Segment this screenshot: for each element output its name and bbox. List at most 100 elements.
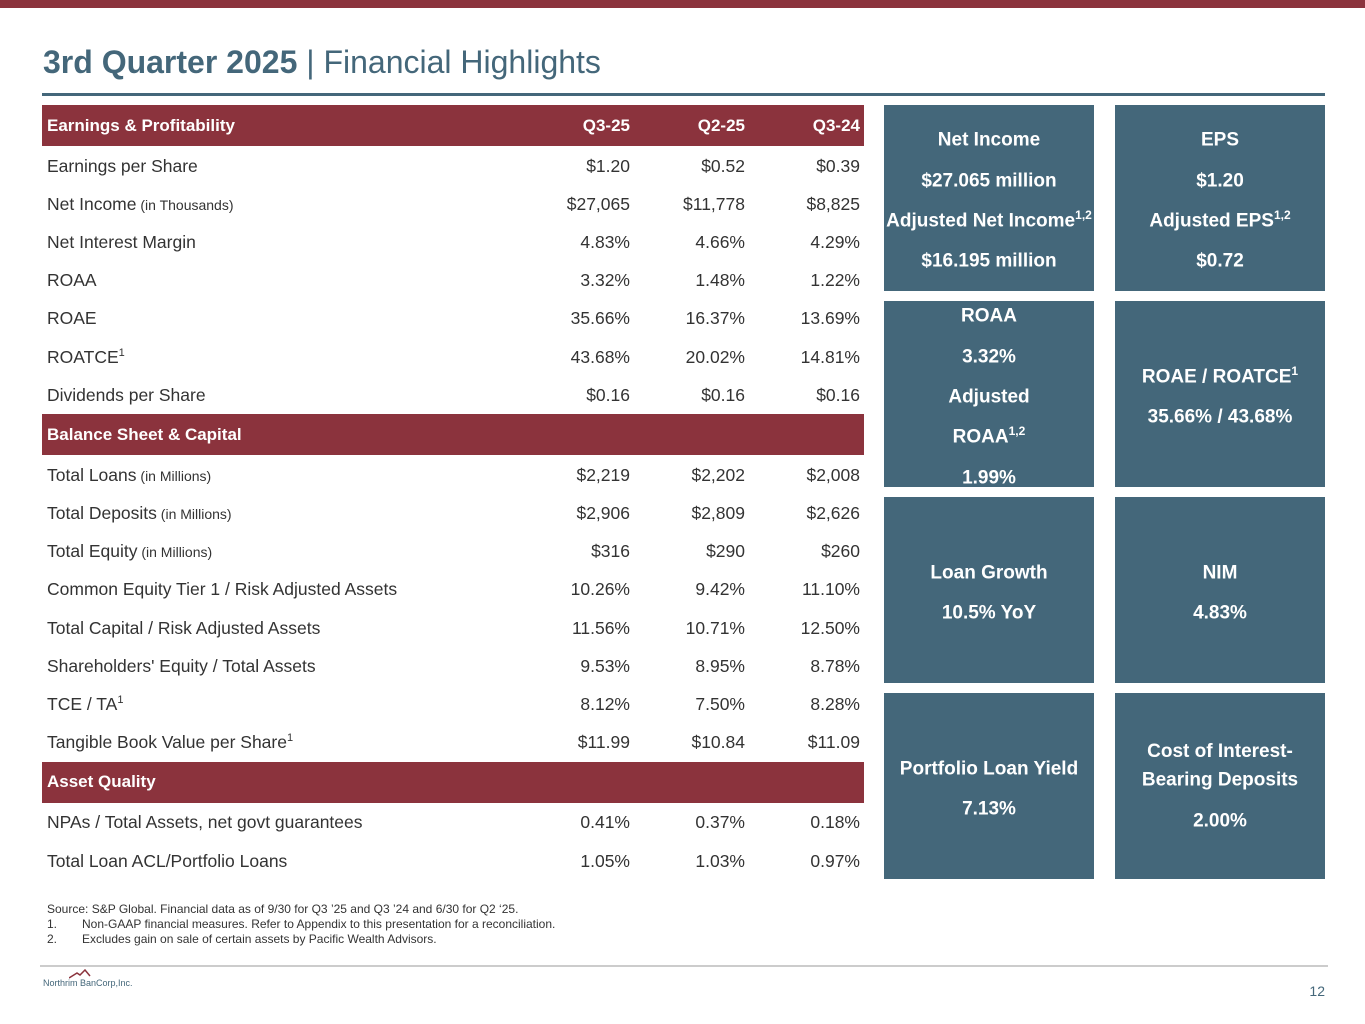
cell-value: $0.52: [701, 155, 745, 176]
row-label: Common Equity Tier 1 / Risk Adjusted Ass…: [47, 579, 398, 600]
footnotes: Source: S&P Global. Financial data as of…: [47, 902, 555, 947]
section-header: Balance Sheet & Capital: [42, 414, 864, 456]
kpi-text: ROAE / ROATCE1: [1141, 363, 1299, 387]
row-label: Total Equity (in Millions): [47, 541, 213, 562]
cell-value: 1.03%: [695, 850, 745, 871]
table-row: NPAs / Total Assets, net govt guarantees…: [42, 804, 864, 842]
row-label: ROAE: [47, 308, 97, 329]
kpi-tile: Cost of Interest-Bearing Deposits 2.00%: [1115, 693, 1325, 879]
column-header: Q3-24: [812, 115, 860, 135]
cell-value: 8.12%: [580, 694, 630, 715]
page-number: 12: [1309, 983, 1325, 999]
cell-value: $2,008: [806, 464, 860, 485]
table-row: Tangible Book Value per Share1 $11.99 $10.…: [42, 724, 864, 762]
cell-value: $2,906: [576, 503, 630, 524]
kpi-text: Cost of Interest-Bearing Deposits: [1141, 741, 1299, 791]
kpi-text: Loan Growth: [930, 562, 1048, 583]
kpi-tile: Loan Growth 10.5% YoY: [884, 497, 1094, 683]
kpi-text: 2.00%: [1193, 809, 1247, 831]
table-row: Total Loan ACL/Portfolio Loans 1.05% 1.03%…: [42, 842, 864, 880]
table-row: Total Equity (in Millions) $316 $290 $260: [42, 533, 864, 571]
table-row: Total Capital / Risk Adjusted Assets 11.5…: [42, 609, 864, 647]
row-label: NPAs / Total Assets, net govt guarantees: [47, 812, 363, 833]
table-row: Earnings per Share $1.20 $0.52 $0.39: [42, 147, 864, 185]
footnote-2: 2. Excludes gain on sale of certain asset…: [47, 932, 437, 946]
kpi-tile: NIM 4.83%: [1115, 497, 1325, 683]
cell-value: 4.29%: [810, 231, 860, 252]
cell-value: $260: [821, 541, 860, 562]
cell-value: 11.10%: [801, 579, 860, 600]
table-row: Shareholders' Equity / Total Assets 9.53%…: [42, 647, 864, 685]
cell-value: 14.81%: [800, 346, 860, 367]
cell-value: $10.84: [691, 732, 745, 753]
kpi-tile: ROAA 3.32% Adjusted ROAA1,2 1.99%: [884, 301, 1094, 488]
kpi-text: EPS: [1200, 129, 1240, 151]
table-row: Net Interest Margin 4.83% 4.66% 4.29%: [42, 223, 864, 261]
cell-value: 9.42%: [695, 579, 745, 600]
kpi-text: $0.72: [1196, 250, 1244, 272]
cell-value: $2,626: [806, 503, 860, 524]
cell-value: $11,778: [683, 193, 745, 214]
kpi-text: NIM: [1202, 562, 1238, 583]
kpi-tile: EPS $1.20 Adjusted EPS1,2 $0.72: [1115, 105, 1325, 291]
row-label: TCE / TA1: [47, 694, 124, 715]
row-label: ROATCE1: [47, 346, 125, 367]
cell-value: $2,202: [691, 464, 745, 485]
row-label: Total Loan ACL/Portfolio Loans: [47, 850, 288, 871]
cell-value: $0.16: [816, 384, 860, 405]
kpi-tile: Portfolio Loan Yield 7.13%: [884, 693, 1094, 879]
row-label: Total Loans (in Millions): [47, 464, 212, 485]
kpi-text: Portfolio Loan Yield: [899, 758, 1079, 779]
company-logo: Northrim BanCorp,Inc.: [43, 969, 133, 988]
cell-value: 35.66%: [570, 308, 630, 329]
table-row: Total Loans (in Millions) $2,219 $2,202 $2,…: [42, 456, 864, 494]
table-row: ROAE 35.66% 16.37% 13.69%: [42, 300, 864, 338]
title-divider: [42, 93, 1325, 96]
cell-value: 3.32%: [580, 270, 630, 291]
row-label: ROAA: [47, 270, 97, 291]
footer-divider: [40, 965, 1328, 967]
cell-value: 12.50%: [800, 617, 860, 638]
cell-value: 16.37%: [685, 308, 745, 329]
kpi-text: $16.195 million: [921, 250, 1057, 272]
page-title: 3rd Quarter 2025 | Financial Highlights: [43, 44, 601, 80]
top-accent-bar: [0, 0, 1365, 8]
cell-value: $2,809: [691, 503, 745, 524]
cell-value: $0.16: [586, 384, 630, 405]
cell-value: 0.18%: [810, 812, 860, 833]
table-row: TCE / TA1 8.12% 7.50% 8.28%: [42, 685, 864, 723]
kpi-text: ROAA: [961, 305, 1017, 327]
column-header: Q2-25: [697, 115, 745, 135]
cell-value: $11.99: [577, 732, 630, 753]
column-header: Q3-25: [582, 115, 630, 135]
footnote-1: 1. Non-GAAP financial measures. Refer to …: [47, 917, 556, 931]
cell-value: 0.97%: [810, 850, 860, 871]
row-label: Total Deposits (in Millions): [47, 503, 232, 524]
cell-value: $0.39: [816, 155, 860, 176]
kpi-tile: ROAE / ROATCE1 35.66% / 43.68%: [1115, 301, 1325, 487]
row-label: Tangible Book Value per Share1: [47, 732, 294, 753]
kpi-text: Net Income: [937, 129, 1041, 151]
cell-value: 0.37%: [695, 812, 745, 833]
cell-value: 7.50%: [695, 694, 745, 715]
source-note: Source: S&P Global. Financial data as of…: [47, 902, 519, 916]
cell-value: $0.16: [701, 384, 745, 405]
table-row: Total Deposits (in Millions) $2,906 $2,809…: [42, 495, 864, 533]
table-row: Common Equity Tier 1 / Risk Adjusted Ass…: [42, 571, 864, 609]
row-label: Net Interest Margin: [47, 231, 196, 252]
cell-value: 8.78%: [810, 655, 860, 676]
kpi-text: $27.065 million: [921, 170, 1057, 191]
cell-value: 9.53%: [580, 655, 630, 676]
row-label: Dividends per Share: [47, 384, 206, 405]
row-label: Shareholders' Equity / Total Assets: [47, 655, 316, 676]
kpi-text: Adjusted: [948, 386, 1030, 408]
cell-value: $8,825: [806, 193, 860, 214]
kpi-text: 35.66% / 43.68%: [1147, 406, 1293, 428]
cell-value: $290: [706, 541, 745, 562]
table-row: Dividends per Share $0.16 $0.16 $0.16: [42, 376, 864, 414]
kpi-text: $1.20: [1196, 170, 1244, 191]
row-label: Total Capital / Risk Adjusted Assets: [47, 617, 321, 638]
cell-value: 0.41%: [580, 812, 630, 833]
cell-value: 4.66%: [695, 231, 745, 252]
cell-value: $2,219: [576, 464, 630, 485]
